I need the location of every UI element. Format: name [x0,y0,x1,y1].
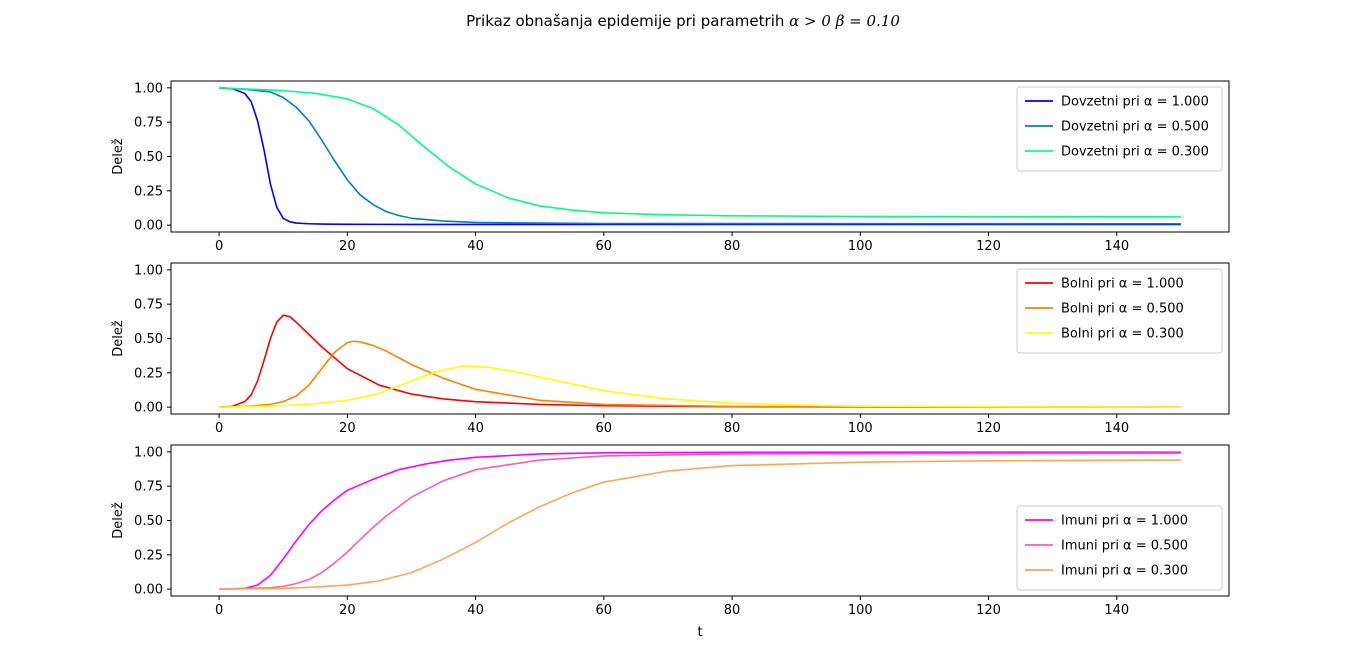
legend-entry: Bolni pri α = 1.000 [1061,277,1184,292]
y-tick-label: 1.00 [134,81,163,96]
legend-entry: Imuni pri α = 0.500 [1061,539,1188,554]
y-tick-label: 1.00 [134,263,163,278]
figure-title-text: Prikaz obnašanja epidemije pri parametri… [466,12,790,30]
series-line-3-1 [219,451,1181,590]
series-line-3-2 [219,452,1181,590]
y-tick-label: 0.75 [134,116,163,131]
x-tick-label: 20 [339,239,356,254]
x-tick-label: 140 [1104,239,1129,254]
x-tick-label: 40 [467,603,484,618]
x-tick-label: 20 [339,421,356,436]
series-line-1-2 [219,87,1181,225]
x-tick-label: 0 [215,239,223,254]
x-tick-label: 60 [596,239,613,254]
x-tick-label: 80 [724,603,741,618]
legend-entry: Dovzetni pri α = 0.300 [1061,145,1209,160]
y-tick-label: 1.00 [134,445,163,460]
y-axis-label: Delež [111,502,126,539]
y-tick-label: 0.00 [134,401,163,416]
y-tick-label: 0.25 [134,366,163,381]
subplot-1: 0 20 40 60 80 100 120 140 0.00 0.25 0.50 0.75 1.00 De… [111,80,1230,254]
x-tick-label: 140 [1104,421,1129,436]
legend: Dovzetni pri α = 1.000 Dovzetni pri α = 0… [1016,86,1223,172]
series-line-1-3 [219,87,1181,218]
x-tick-label: 20 [339,603,356,618]
x-tick-label: 100 [848,603,873,618]
y-tick-label: 0.25 [134,548,163,563]
figure-title: Prikaz obnašanja epidemije pri parametri… [0,12,1366,30]
series-line-1-1 [219,87,1181,226]
legend-box [1016,268,1223,354]
y-tick-label: 0.25 [134,184,163,199]
x-tick-label: 100 [848,421,873,436]
x-tick-label: 80 [724,239,741,254]
legend-entry: Dovzetni pri α = 1.000 [1061,95,1209,110]
subplot-2: 0 20 40 60 80 100 120 140 0.00 0.25 0.50 0.75 1.00 De… [111,262,1230,436]
legend-box [1016,86,1223,172]
legend-box [1016,505,1223,591]
legend: Bolni pri α = 1.000 Bolni pri α = 0.500 Bo… [1016,268,1223,354]
series-line-2-1 [219,314,1181,408]
x-tick-label: 40 [467,239,484,254]
y-tick-label: 0.75 [134,480,163,495]
x-tick-label: 0 [215,603,223,618]
legend-entry: Bolni pri α = 0.500 [1061,302,1184,317]
series-line-3-3 [219,459,1181,590]
subplot-3: 0 20 40 60 80 100 120 140 0.00 0.25 0.50 0.75 1.00 De… [111,444,1230,640]
x-tick-label: 120 [976,421,1001,436]
y-tick-label: 0.00 [134,583,163,598]
x-tick-label: 0 [215,421,223,436]
figure-title-math: α > 0 β = 0.10 [789,12,900,30]
legend-entry: Bolni pri α = 0.300 [1061,327,1184,342]
series-line-2-3 [219,365,1181,408]
x-axis-label: t [697,625,702,640]
y-tick-label: 0.50 [134,150,163,165]
y-tick-label: 0.00 [134,219,163,234]
x-tick-label: 60 [596,603,613,618]
x-tick-label: 120 [976,239,1001,254]
x-tick-label: 80 [724,421,741,436]
legend-entry: Imuni pri α = 1.000 [1061,514,1188,529]
x-tick-label: 40 [467,421,484,436]
legend-entry: Imuni pri α = 0.300 [1061,564,1188,579]
x-tick-label: 100 [848,239,873,254]
x-tick-label: 60 [596,421,613,436]
series-line-2-2 [219,340,1181,408]
y-tick-label: 0.50 [134,514,163,529]
y-tick-label: 0.75 [134,298,163,313]
y-axis-label: Delež [111,138,126,175]
legend: Imuni pri α = 1.000 Imuni pri α = 0.500 Im… [1016,505,1223,591]
y-axis-label: Delež [111,320,126,357]
x-tick-label: 140 [1104,603,1129,618]
x-tick-label: 120 [976,603,1001,618]
legend-entry: Dovzetni pri α = 0.500 [1061,120,1209,135]
y-tick-label: 0.50 [134,332,163,347]
